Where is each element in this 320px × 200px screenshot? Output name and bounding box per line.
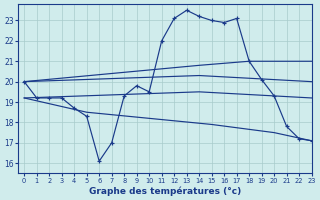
X-axis label: Graphe des températures (°c): Graphe des températures (°c)	[89, 186, 241, 196]
